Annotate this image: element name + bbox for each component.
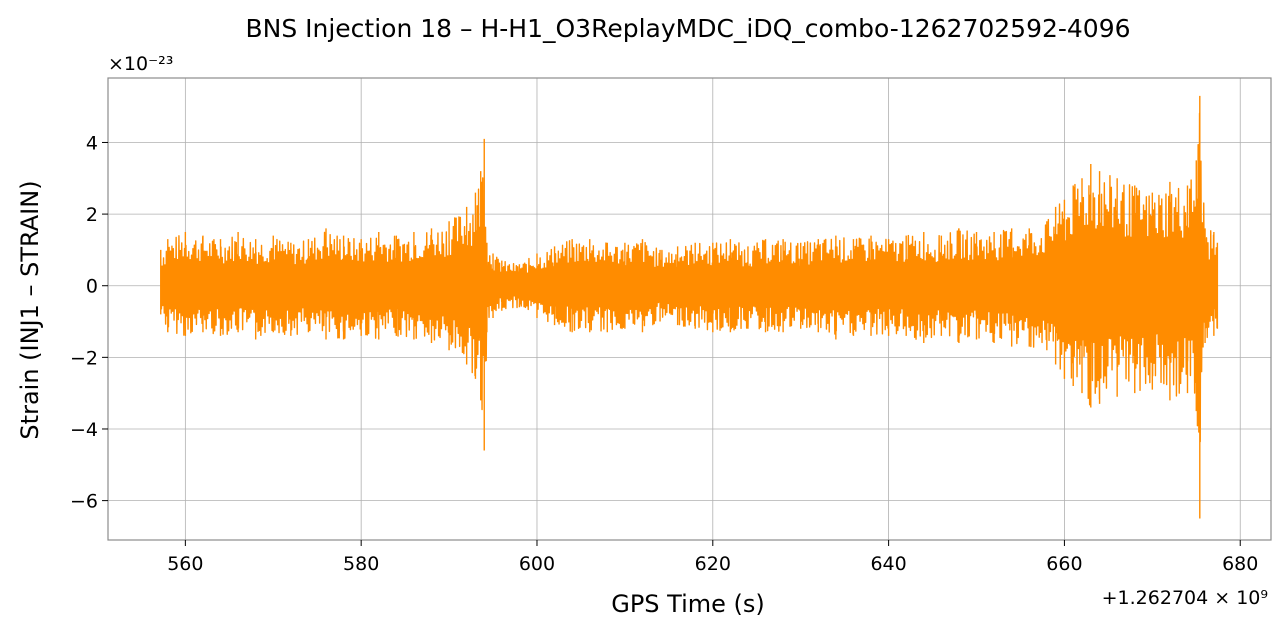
y-scale-label: ×10⁻²³ [108, 53, 173, 75]
x-axis-ticks: 560 580 600 620 640 660 680 [167, 540, 1258, 575]
y-tick-label: −2 [70, 347, 98, 369]
x-tick-label: 580 [343, 553, 379, 575]
x-tick-label: 560 [167, 553, 203, 575]
x-tick-label: 620 [695, 553, 731, 575]
y-tick-label: 2 [86, 204, 98, 226]
y-axis-label: Strain (INJ1 – STRAIN) [16, 180, 44, 439]
x-tick-label: 680 [1222, 553, 1258, 575]
series-group [160, 95, 1219, 519]
y-tick-label: 4 [86, 132, 98, 154]
y-tick-label: 0 [86, 276, 98, 298]
chart-title: BNS Injection 18 – H-H1_O3ReplayMDC_iDQ_… [245, 14, 1130, 43]
x-tick-label: 600 [519, 553, 555, 575]
x-tick-label: 640 [870, 553, 906, 575]
y-tick-label: −4 [70, 419, 98, 441]
y-axis-ticks: −6 −4 −2 0 2 4 [70, 132, 108, 513]
x-offset-label: +1.262704 × 10⁹ [1102, 587, 1268, 609]
y-tick-label: −6 [70, 491, 98, 513]
plot-frame [107, 77, 1272, 541]
strain-series-line [160, 95, 1219, 519]
x-axis-label: GPS Time (s) [611, 590, 765, 618]
x-tick-label: 660 [1046, 553, 1082, 575]
